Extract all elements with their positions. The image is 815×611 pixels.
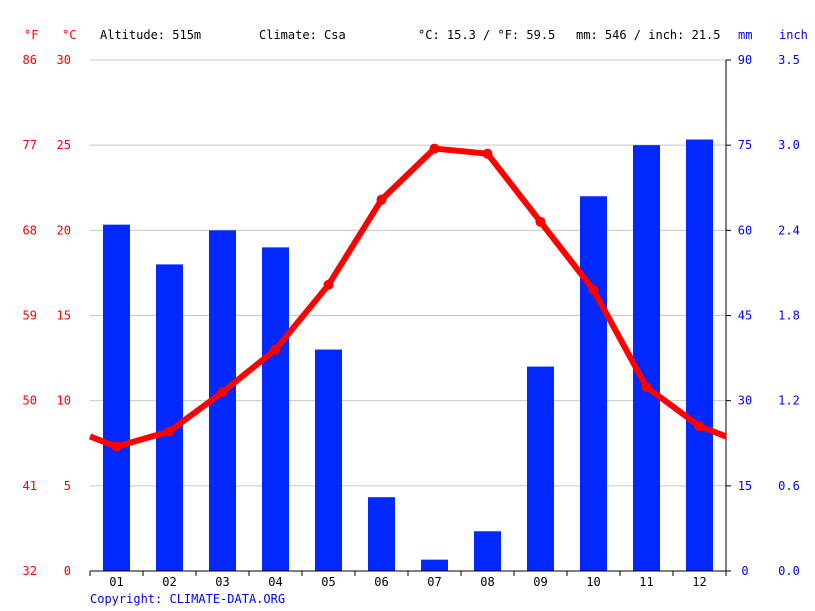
precipitation-bar [368,497,395,571]
fahrenheit-tick-label: 32 [23,564,37,578]
temperature-point [164,426,175,437]
month-tick-label: 05 [321,575,335,589]
temperature-point [694,421,705,432]
mm-tick-label: 30 [738,394,752,408]
inch-tick-label: 1.8 [778,309,800,323]
celsius-unit-label: °C [62,28,77,42]
precipitation-bar [421,559,448,571]
precipitation-bar [474,531,501,571]
temperature-point [323,279,334,290]
precipitation-bar [633,145,660,571]
fahrenheit-tick-label: 86 [23,53,37,67]
temperature-point [641,382,652,393]
climate-label: Climate: Csa [259,28,346,42]
precipitation-bar [315,349,342,571]
mm-tick-label: 15 [738,479,752,493]
inch-tick-label: 2.4 [778,223,800,237]
month-tick-label: 08 [480,575,494,589]
temperature-point [482,148,493,159]
temperature-point [429,143,440,154]
copyright-label: Copyright: CLIMATE-DATA.ORG [90,592,286,606]
temperature-point [588,284,599,295]
celsius-tick-label: 0 [64,564,71,578]
precipitation-bar [156,264,183,571]
month-tick-label: 09 [533,575,547,589]
celsius-tick-label: 25 [57,138,71,152]
mm-tick-label: 75 [738,138,752,152]
fahrenheit-tick-label: 41 [23,479,37,493]
mm-tick-label: 90 [738,53,752,67]
temperature-point [270,344,281,355]
month-tick-label: 12 [692,575,706,589]
fahrenheit-tick-label: 68 [23,223,37,237]
precipitation-bar [103,224,130,571]
celsius-tick-label: 20 [57,223,71,237]
month-tick-label: 02 [162,575,176,589]
month-tick-label: 11 [639,575,653,589]
precipitation-bar [262,247,289,571]
temperature-point [535,216,546,227]
precipitation-average-label: mm: 546 / inch: 21.5 [576,28,721,42]
fahrenheit-tick-label: 59 [23,309,37,323]
mm-unit-label: mm [738,28,753,42]
inch-tick-label: 3.5 [778,53,800,67]
celsius-tick-label: 10 [57,394,71,408]
celsius-tick-label: 5 [64,479,71,493]
month-tick-label: 07 [427,575,441,589]
inch-tick-label: 1.2 [778,394,800,408]
precipitation-bar [686,139,713,571]
precipitation-bar [527,366,554,571]
month-tick-label: 01 [109,575,123,589]
mm-tick-label: 0 [741,564,748,578]
inch-unit-label: inch [779,28,808,42]
fahrenheit-tick-label: 50 [23,394,37,408]
mm-tick-label: 45 [738,309,752,323]
fahrenheit-unit-label: °F [24,28,39,42]
temperature-average-label: °C: 15.3 / °F: 59.5 [418,28,556,42]
inch-tick-label: 0.0 [778,564,800,578]
temperature-point [376,194,387,205]
month-tick-label: 06 [374,575,388,589]
mm-tick-label: 60 [738,223,752,237]
celsius-tick-label: 30 [57,53,71,67]
month-tick-label: 03 [215,575,229,589]
inch-tick-label: 0.6 [778,479,800,493]
inch-tick-label: 3.0 [778,138,800,152]
fahrenheit-tick-label: 77 [23,138,37,152]
temperature-line [88,145,728,450]
celsius-tick-label: 15 [57,309,71,323]
month-tick-label: 04 [268,575,282,589]
month-tick-label: 10 [586,575,600,589]
precipitation-bar [580,196,607,571]
temperature-point [217,387,228,398]
temperature-point [111,441,122,452]
altitude-label: Altitude: 515m [100,28,202,42]
